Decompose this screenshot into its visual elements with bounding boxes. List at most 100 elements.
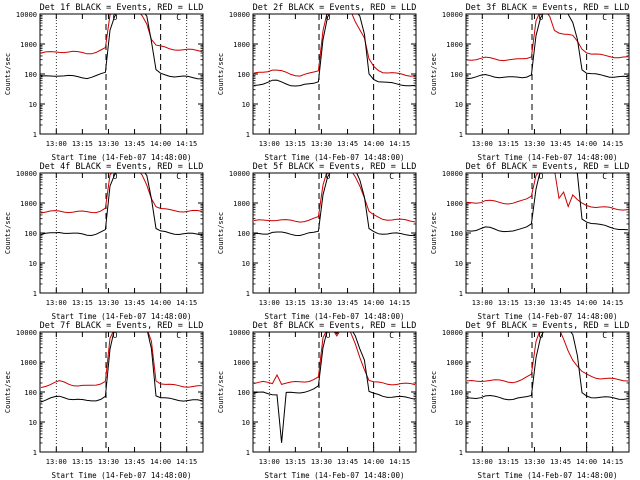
- events-series-line: [253, 14, 416, 87]
- x-tick-label: 13:00: [472, 458, 493, 466]
- x-tick-label: 14:00: [363, 140, 384, 148]
- y-tick-label: 1000: [446, 41, 463, 49]
- marker-label: C: [389, 172, 394, 181]
- x-tick-label: 14:15: [389, 299, 410, 307]
- y-tick-label: 1: [246, 449, 250, 457]
- marker-label: C: [602, 172, 607, 181]
- y-tick-label: 1000: [233, 200, 250, 208]
- y-tick-label: 1: [33, 449, 37, 457]
- y-axis-label: Counts/sec: [217, 53, 225, 95]
- y-tick-label: 10: [455, 101, 463, 109]
- marker-label: O: [326, 13, 331, 22]
- y-tick-label: 100: [24, 230, 37, 238]
- x-tick-label: 13:00: [259, 299, 280, 307]
- y-tick-label: 1000: [20, 359, 37, 367]
- x-tick-label: 13:45: [337, 458, 358, 466]
- chart-title: Det 4f BLACK = Events, RED = LLD: [40, 162, 204, 172]
- plot-frame: [39, 172, 204, 294]
- chart-panel-8: Det 8f BLACK = Events, RED = LLD Counts/s…: [217, 321, 417, 480]
- x-tick-label: 13:45: [550, 458, 571, 466]
- x-tick-label: 13:00: [46, 458, 67, 466]
- x-tick-label: 14:15: [389, 140, 410, 148]
- y-tick-label: 1000: [20, 41, 37, 49]
- plot-frame: [252, 331, 417, 453]
- x-tick-label: 13:30: [98, 458, 119, 466]
- x-tick-label: 13:00: [472, 140, 493, 148]
- x-axis-label: Start Time (14-Feb-07 14:48:00): [52, 153, 192, 162]
- y-tick-label: 1000: [446, 200, 463, 208]
- y-tick-label: 10000: [16, 170, 37, 178]
- lld-series-line: [253, 14, 416, 77]
- x-axis-label: Start Time (14-Feb-07 14:48:00): [478, 153, 618, 162]
- x-tick-label: 13:30: [524, 299, 545, 307]
- y-axis-label: Counts/sec: [430, 212, 438, 254]
- plot-frame: [252, 13, 417, 135]
- events-series-line: [466, 173, 629, 233]
- y-axis-label: Counts/sec: [4, 212, 12, 254]
- chart-panel-4: Det 4f BLACK = Events, RED = LLD Counts/s…: [4, 162, 204, 321]
- lld-series-line: [253, 173, 416, 223]
- x-tick-label: 14:15: [602, 299, 623, 307]
- y-tick-label: 1000: [233, 359, 250, 367]
- y-tick-label: 1000: [20, 200, 37, 208]
- y-tick-label: 1: [459, 131, 463, 139]
- x-tick-label: 13:30: [524, 458, 545, 466]
- y-tick-label: 10: [242, 101, 250, 109]
- lld-series-line: [466, 14, 629, 62]
- chart-title: Det 3f BLACK = Events, RED = LLD: [466, 3, 630, 13]
- marker-label: O: [113, 331, 118, 340]
- y-tick-label: 1: [246, 290, 250, 298]
- plot-frame: [39, 331, 204, 453]
- x-tick-label: 13:30: [524, 140, 545, 148]
- marker-label: C: [389, 331, 394, 340]
- x-tick-label: 13:30: [311, 299, 332, 307]
- x-tick-label: 13:15: [498, 458, 519, 466]
- x-tick-label: 13:45: [124, 140, 145, 148]
- chart-panel-9: Det 9f BLACK = Events, RED = LLD Counts/s…: [430, 321, 630, 480]
- x-tick-label: 14:00: [150, 458, 171, 466]
- x-tick-label: 14:00: [150, 299, 171, 307]
- plot-frame: [465, 172, 630, 294]
- lld-series-line: [40, 332, 203, 388]
- y-tick-label: 1: [459, 449, 463, 457]
- chart-title: Det 9f BLACK = Events, RED = LLD: [466, 321, 630, 331]
- x-axis-label: Start Time (14-Feb-07 14:48:00): [265, 312, 405, 321]
- x-axis-label: Start Time (14-Feb-07 14:48:00): [52, 471, 192, 480]
- y-tick-label: 1000: [233, 41, 250, 49]
- x-tick-label: 13:15: [498, 299, 519, 307]
- chart-title: Det 5f BLACK = Events, RED = LLD: [253, 162, 417, 172]
- y-tick-label: 1: [33, 290, 37, 298]
- x-tick-label: 14:15: [389, 458, 410, 466]
- y-axis-label: Counts/sec: [430, 53, 438, 95]
- marker-label: O: [113, 13, 118, 22]
- x-axis-label: Start Time (14-Feb-07 14:48:00): [52, 312, 192, 321]
- marker-label: O: [326, 331, 331, 340]
- x-tick-label: 13:45: [550, 140, 571, 148]
- y-tick-label: 1: [246, 131, 250, 139]
- x-tick-label: 13:15: [498, 140, 519, 148]
- x-tick-label: 14:15: [176, 458, 197, 466]
- plot-frame: [252, 172, 417, 294]
- y-tick-label: 10000: [442, 170, 463, 178]
- marker-label: O: [539, 13, 544, 22]
- marker-label: O: [539, 172, 544, 181]
- y-tick-label: 10: [242, 260, 250, 268]
- x-tick-label: 13:30: [98, 299, 119, 307]
- x-tick-label: 13:30: [311, 140, 332, 148]
- y-axis-label: Counts/sec: [4, 371, 12, 413]
- y-tick-label: 100: [24, 389, 37, 397]
- lld-series-line: [466, 332, 629, 384]
- lld-series-line: [40, 14, 203, 55]
- x-tick-label: 13:00: [46, 299, 67, 307]
- y-tick-label: 10000: [442, 11, 463, 19]
- events-series-line: [40, 14, 203, 80]
- marker-label: C: [602, 13, 607, 22]
- events-series-line: [466, 14, 629, 80]
- x-tick-label: 14:15: [602, 458, 623, 466]
- x-tick-label: 13:15: [285, 458, 306, 466]
- y-tick-label: 100: [237, 230, 250, 238]
- y-tick-label: 100: [24, 71, 37, 79]
- x-axis-label: Start Time (14-Feb-07 14:48:00): [478, 471, 618, 480]
- y-axis-label: Counts/sec: [430, 371, 438, 413]
- x-tick-label: 13:30: [98, 140, 119, 148]
